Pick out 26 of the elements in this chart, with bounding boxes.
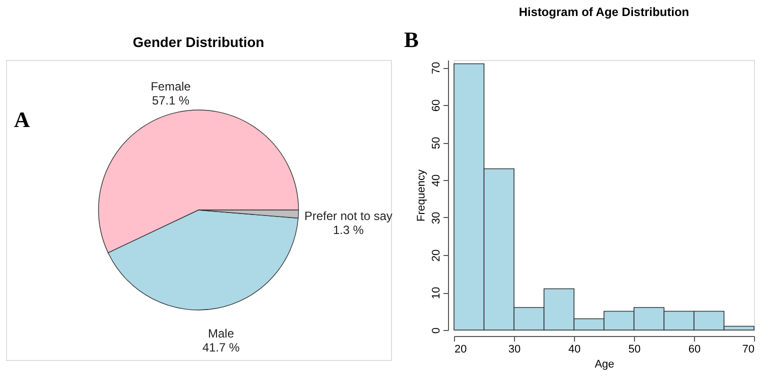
y-tick-label: 60 <box>430 99 442 112</box>
x-axis-title: Age <box>594 358 614 370</box>
y-tick-label: 0 <box>430 327 442 334</box>
data-label: 1.3 % <box>333 223 364 238</box>
y-axis-title: Frequency <box>416 169 428 222</box>
x-tick-label: 40 <box>568 344 581 356</box>
y-tick-label: 50 <box>430 136 442 150</box>
slice-label: Female <box>150 80 192 94</box>
chart-title: Gender Distribution <box>132 34 264 50</box>
x-tick-label: 30 <box>508 344 521 356</box>
data-label: 57.1 % <box>152 94 190 108</box>
slice-label: Prefer not to say <box>304 209 392 224</box>
chart-title: Histogram of Age Distribution <box>518 5 690 19</box>
text: A <box>14 107 30 132</box>
y-tick-label: 30 <box>430 212 442 224</box>
data-label: 41.7 % <box>202 340 240 354</box>
slice-label: Male <box>208 326 234 340</box>
x-tick-label: 60 <box>688 344 701 356</box>
y-tick-label: 70 <box>430 62 442 74</box>
x-tick-label: 70 <box>742 344 754 356</box>
y-tick-label: 20 <box>430 249 442 262</box>
text: B <box>404 27 419 52</box>
x-tick-label: 20 <box>454 344 467 356</box>
y-tick-label: 40 <box>430 174 442 187</box>
y-tick-label: 10 <box>430 286 442 300</box>
x-tick-label: 50 <box>628 344 641 356</box>
